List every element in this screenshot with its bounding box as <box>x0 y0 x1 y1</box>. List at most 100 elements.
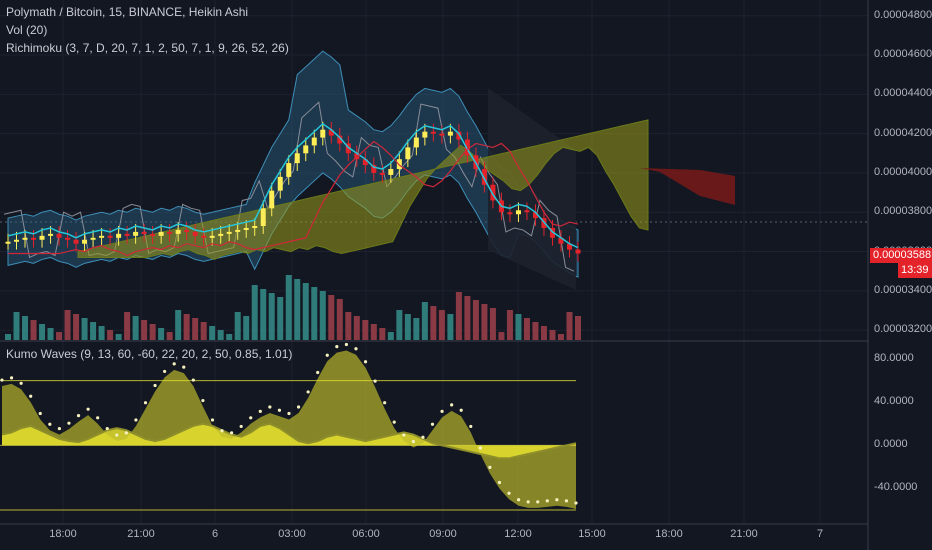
wave-dot <box>67 421 71 425</box>
wave-dot <box>124 431 128 435</box>
candle-body <box>39 235 45 240</box>
candle-body <box>22 237 28 240</box>
candle-body <box>48 233 54 236</box>
volume-bar <box>166 332 173 340</box>
price-tick-label: 0.00003400 <box>874 283 932 296</box>
volume-bar <box>438 310 445 340</box>
symbol-title[interactable]: Polymath / Bitcoin, 15, BINANCE, Heikin … <box>6 5 249 19</box>
last-price-tag: 0.00003588 <box>870 248 932 263</box>
wave-dot <box>287 411 291 416</box>
wave-dot <box>564 499 569 503</box>
wave-dot <box>143 401 148 405</box>
volume-bar <box>30 320 37 340</box>
volume-bar <box>47 328 54 340</box>
candle-body <box>90 237 96 240</box>
volume-bar <box>447 314 454 340</box>
volume-bar <box>234 312 241 340</box>
wave-dot <box>38 411 42 416</box>
volume-bar <box>90 322 97 340</box>
volume-bar <box>430 306 437 340</box>
richimoku-legend[interactable]: Richimoku (3, 7, D, 20, 7, 1, 2, 50, 7, … <box>6 41 289 55</box>
volume-bar <box>183 314 190 340</box>
volume-bar <box>353 316 360 340</box>
volume-bar <box>328 295 335 340</box>
tenkan-line <box>7 122 579 249</box>
wave-dot <box>306 390 310 394</box>
candle-body <box>507 212 513 215</box>
candle-body <box>566 243 572 250</box>
volume-bar <box>532 322 539 340</box>
wave-dot <box>0 378 4 382</box>
time-tick-label: 15:00 <box>578 528 606 540</box>
candle-body <box>328 129 334 136</box>
wave-dot <box>459 408 463 412</box>
time-tick-label: 7 <box>816 528 824 540</box>
indicator-lines <box>7 122 579 257</box>
candle-body <box>388 169 394 175</box>
candle-body <box>192 231 198 236</box>
candle-body <box>82 239 88 244</box>
candle-body <box>226 231 232 234</box>
wave-dot <box>440 409 444 413</box>
candle-body <box>490 184 496 201</box>
bar-countdown-tag: 13:39 <box>898 263 932 278</box>
volume-bar <box>472 300 479 340</box>
volume-bar <box>73 314 80 340</box>
wave-dot <box>201 398 205 403</box>
candle-body <box>396 159 402 170</box>
wave-dot <box>182 365 186 369</box>
volume-bar <box>175 310 182 340</box>
wave-dot <box>402 433 406 437</box>
candle-body <box>337 135 343 144</box>
osc-tick-label: 0.0000 <box>874 438 908 451</box>
wave-dot <box>19 381 23 385</box>
candle-body <box>73 239 79 244</box>
grid-lines <box>0 0 869 550</box>
wave-dot <box>96 416 100 420</box>
osc-tick-label: 80.0000 <box>874 352 914 365</box>
price-tick-label: 0.00004200 <box>874 126 932 139</box>
wave-dot <box>220 429 224 433</box>
wave-dot <box>497 480 502 485</box>
candle-body <box>405 147 411 160</box>
wave-dot <box>115 433 119 437</box>
volume-bar <box>277 297 284 340</box>
wave-dot <box>488 465 492 469</box>
volume-bar <box>285 275 292 340</box>
wave-dot <box>411 439 415 444</box>
candle-body <box>320 129 326 138</box>
candle-body <box>277 176 283 191</box>
wave-dot <box>153 383 157 388</box>
time-tick-label: 18:00 <box>49 528 77 540</box>
candle-body <box>456 131 462 140</box>
wave-dot <box>210 418 215 422</box>
wave-dot <box>296 405 301 409</box>
price-tick-label: 0.00004000 <box>874 165 932 178</box>
wave-dot <box>430 422 435 426</box>
volume-bars <box>5 275 581 340</box>
candle-body <box>99 235 105 238</box>
candle-body <box>447 131 453 136</box>
wave-dot <box>526 500 530 504</box>
volume-bar <box>268 293 275 340</box>
wave-dot <box>172 362 176 366</box>
volume-bar <box>115 334 122 340</box>
candle-body <box>422 131 428 138</box>
volume-legend[interactable]: Vol (20) <box>6 23 48 37</box>
volume-bar <box>498 332 505 340</box>
volume-bar <box>515 314 522 340</box>
volume-bar <box>158 328 165 340</box>
candle-body <box>158 231 164 236</box>
candle-body <box>430 131 436 134</box>
candle-body <box>252 226 258 229</box>
kijun-line <box>8 140 579 257</box>
volume-bar <box>13 312 20 340</box>
wave-dot <box>383 401 387 405</box>
time-tick-label: 12:00 <box>504 528 532 540</box>
wave-dot <box>392 420 396 424</box>
kumo-waves-legend[interactable]: Kumo Waves (9, 13, 60, -60, 22, 20, 2, 5… <box>6 347 293 361</box>
volume-bar <box>311 287 318 340</box>
candle-body <box>201 235 207 238</box>
volume-bar <box>370 324 377 340</box>
